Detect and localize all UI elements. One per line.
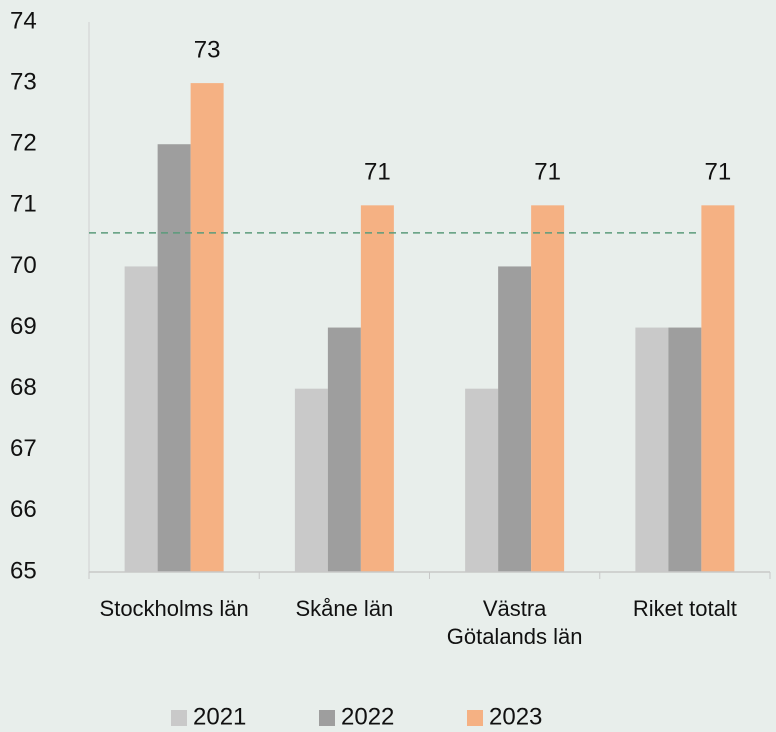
bar	[531, 205, 565, 573]
legend-swatch	[467, 710, 483, 726]
bar	[124, 266, 158, 572]
bar	[360, 205, 394, 573]
x-tick-label: Skåne län	[295, 596, 394, 621]
y-tick-label: 70	[10, 252, 37, 279]
x-tick-label: Stockholms län	[99, 596, 249, 621]
y-tick-label: 68	[10, 374, 37, 401]
y-tick-label: 66	[10, 496, 37, 523]
bar	[294, 388, 328, 572]
bar	[635, 327, 669, 572]
y-tick-label: 73	[10, 68, 37, 95]
x-tick-label: Västra Götalands län	[446, 596, 583, 649]
data-label: 71	[534, 159, 561, 186]
x-tick-label: Riket totalt	[632, 596, 737, 621]
y-tick-label: 71	[10, 191, 37, 218]
bar	[190, 83, 224, 572]
legend-label: 2022	[341, 703, 394, 730]
data-label: 71	[364, 159, 391, 186]
y-tick-label: 72	[10, 130, 37, 157]
bar	[498, 266, 532, 572]
legend-swatch	[319, 710, 335, 726]
bar	[465, 388, 499, 572]
data-label: 73	[194, 36, 221, 63]
y-tick-label: 69	[10, 313, 37, 340]
bar	[327, 327, 361, 572]
y-tick-label: 74	[10, 7, 37, 34]
data-label: 71	[705, 159, 732, 186]
bar	[701, 205, 735, 573]
legend-label: 2023	[489, 703, 542, 730]
bar	[157, 144, 191, 572]
y-tick-label: 65	[10, 557, 37, 584]
bar	[668, 327, 702, 572]
y-tick-label: 67	[10, 435, 37, 462]
legend-swatch	[171, 710, 187, 726]
legend-label: 2021	[193, 703, 246, 730]
